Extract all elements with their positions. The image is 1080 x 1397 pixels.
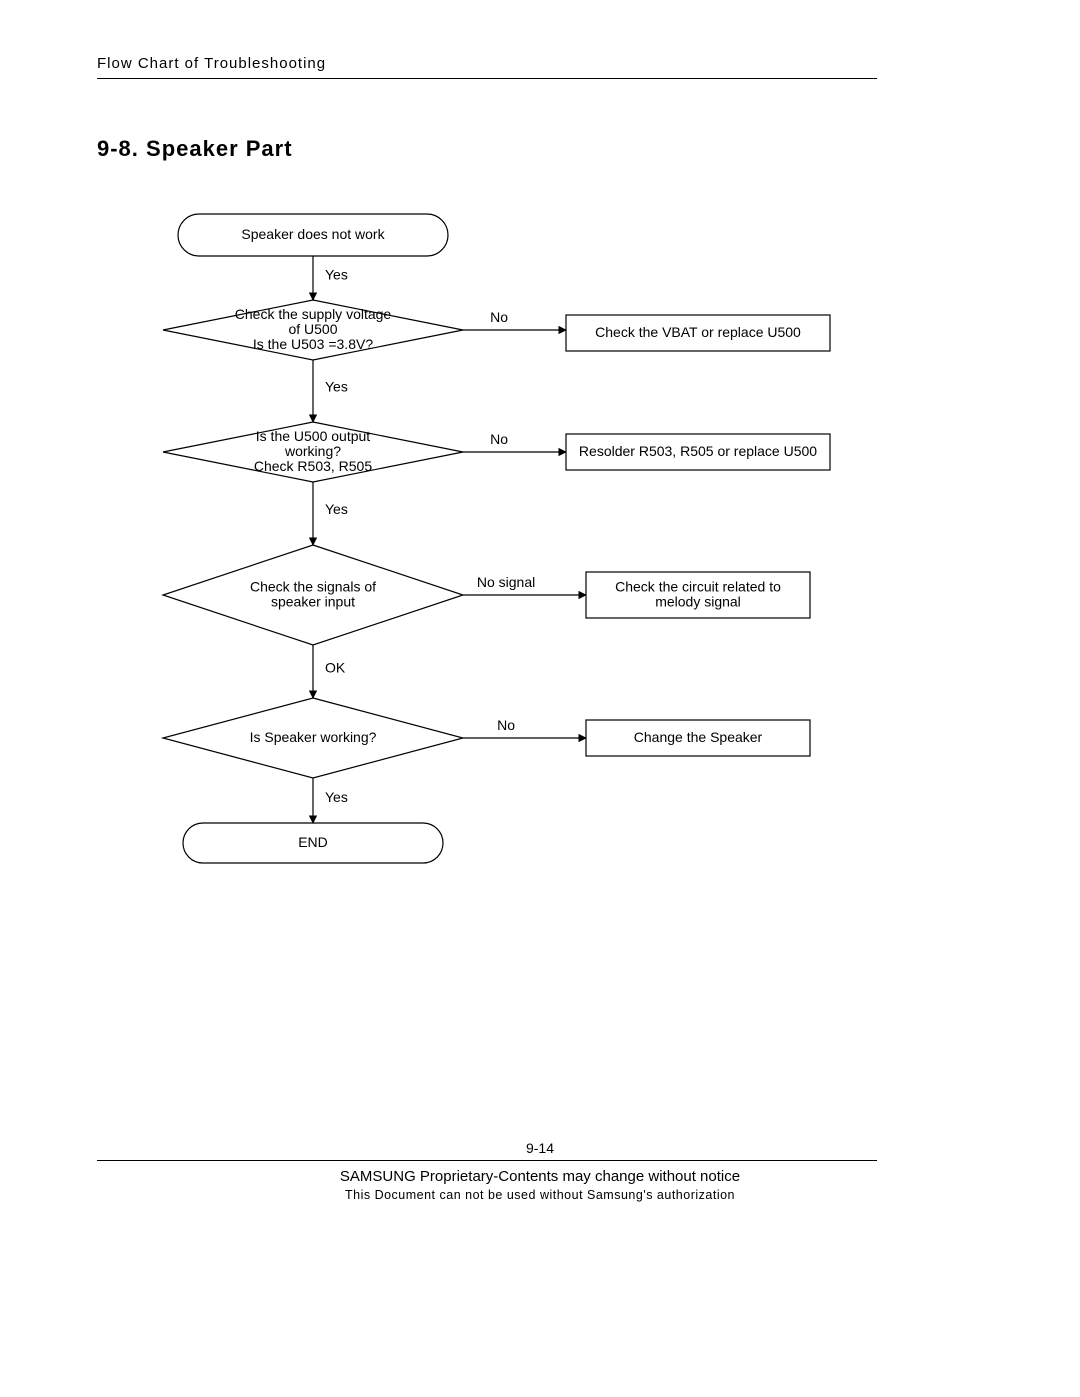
footer-rule: [97, 1160, 877, 1161]
svg-text:Is Speaker working?: Is Speaker working?: [250, 729, 377, 745]
svg-text:Speaker does not work: Speaker does not work: [241, 226, 385, 242]
svg-text:Resolder R503, R505 or replace: Resolder R503, R505 or replace U500: [579, 443, 817, 459]
svg-text:END: END: [298, 834, 328, 850]
edge-label: No: [497, 717, 515, 733]
page-number: 9-14: [526, 1140, 554, 1156]
edge-label: No: [490, 309, 508, 325]
edge-label: Yes: [325, 501, 348, 517]
edge-label: Yes: [325, 379, 348, 395]
svg-text:Is the U500 outputworking?Chec: Is the U500 outputworking?Check R503, R5…: [254, 428, 373, 474]
footer-main: SAMSUNG Proprietary-Contents may change …: [340, 1168, 740, 1185]
edge-label: No signal: [477, 574, 535, 590]
edge-label: Yes: [325, 267, 348, 283]
edge-label: OK: [325, 660, 346, 676]
svg-text:Check the supply voltageof U50: Check the supply voltageof U500Is the U5…: [235, 306, 392, 352]
flowchart: Speaker does not work Check the supply vo…: [0, 0, 1080, 1100]
svg-text:Check the circuit related tome: Check the circuit related tomelody signa…: [615, 578, 781, 609]
edge-label: Yes: [325, 789, 348, 805]
edge-label: No: [490, 431, 508, 447]
footer-sub: This Document can not be used without Sa…: [345, 1188, 735, 1202]
svg-text:Check the VBAT or replace U500: Check the VBAT or replace U500: [595, 324, 801, 340]
page: Flow Chart of Troubleshooting 9-8. Speak…: [0, 0, 1080, 1397]
svg-text:Check the signals ofspeaker in: Check the signals ofspeaker input: [250, 578, 376, 609]
svg-text:Change the Speaker: Change the Speaker: [634, 729, 763, 745]
